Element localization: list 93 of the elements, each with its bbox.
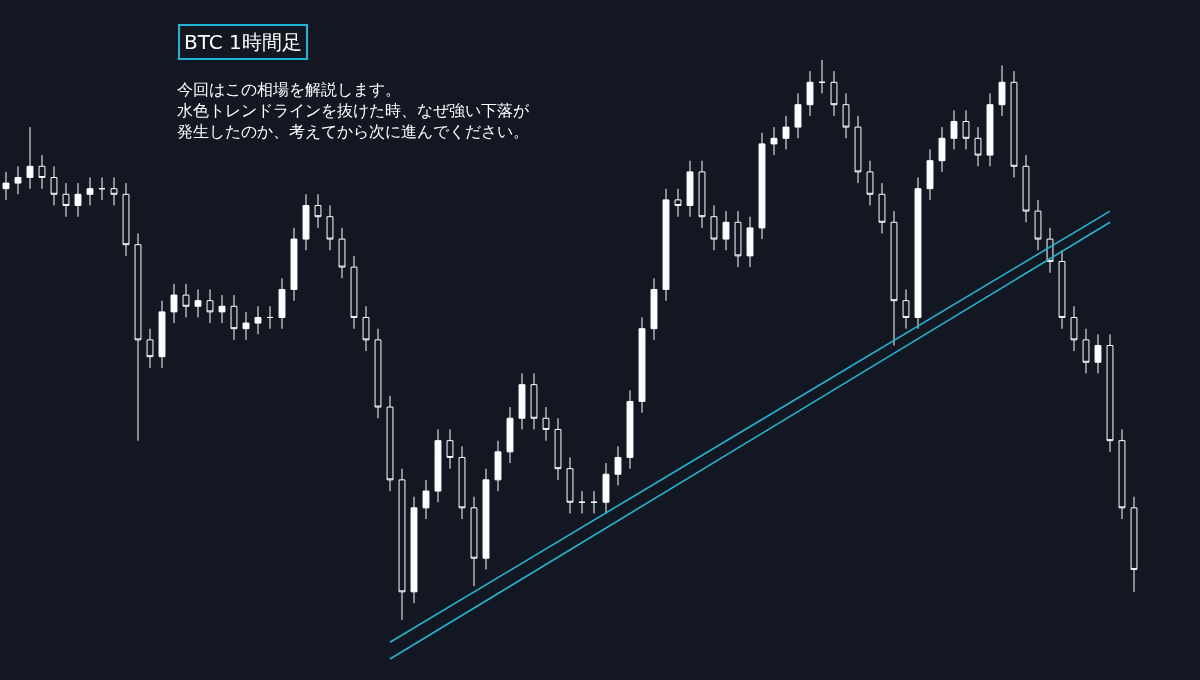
candlestick [734, 210, 742, 268]
candlestick [926, 149, 934, 201]
candlestick [974, 126, 982, 167]
candlestick [602, 462, 610, 514]
chart-title: BTC 1時間足 [184, 30, 302, 54]
candlestick [194, 288, 202, 318]
candlestick [434, 428, 442, 503]
candlestick [674, 188, 682, 218]
candlestick [134, 232, 142, 442]
candlestick [86, 177, 94, 206]
candlestick [482, 468, 490, 570]
candlestick [830, 70, 838, 117]
candlestick [938, 126, 946, 173]
candlestick [170, 283, 178, 324]
annotation: 水色トレンドラインを抜けた時、なぜ強い下落が [177, 101, 530, 120]
candlestick [710, 204, 718, 251]
candlestick [206, 288, 214, 324]
candlestick [338, 227, 346, 279]
candlestick [242, 311, 250, 341]
candlestick [14, 165, 22, 195]
candlestick [362, 305, 370, 352]
candlestick [470, 496, 478, 587]
candlestick [1106, 333, 1114, 453]
candlestick [638, 316, 646, 414]
candlestick [302, 193, 310, 251]
candlestick [1130, 496, 1138, 593]
candlestick [1034, 199, 1042, 251]
candlestick [890, 210, 898, 346]
candlestick [842, 93, 850, 139]
candlestick [446, 428, 454, 470]
candlestick [866, 160, 874, 206]
candlestick [230, 294, 238, 341]
candlestick [698, 160, 706, 229]
candlestick [902, 288, 910, 330]
candlestick [458, 445, 466, 520]
candlestick [1082, 328, 1090, 374]
candlestick [686, 160, 694, 218]
candlestick [998, 65, 1006, 117]
candlestick [758, 132, 766, 240]
candlestick [326, 204, 334, 251]
candlestick [218, 294, 226, 324]
candlestick [770, 126, 778, 156]
candlestick [986, 93, 994, 167]
candlestick [38, 154, 46, 190]
candlestick [146, 328, 154, 369]
candlestick [254, 305, 262, 335]
candlestick [374, 328, 382, 419]
annotation: 今回はこの相場を解説します。 [177, 80, 401, 99]
candlestick [386, 395, 394, 492]
candlestick [350, 255, 358, 330]
candlestick [1070, 305, 1078, 352]
candlestick [962, 109, 970, 150]
candlestick [314, 193, 322, 229]
candlestick [290, 227, 298, 302]
candlestick [182, 283, 190, 318]
candlestick [518, 372, 526, 430]
candlestick [158, 300, 166, 369]
candlestick [722, 210, 730, 251]
candlestick [1010, 70, 1018, 178]
candlestick [506, 406, 514, 464]
candlestick [50, 165, 58, 206]
candlestick [530, 372, 538, 430]
candlestick [278, 277, 286, 330]
candlestick [914, 177, 922, 330]
candlestick [1118, 428, 1126, 520]
candlestick [494, 440, 502, 492]
candlestick [782, 115, 790, 150]
candlestick [554, 417, 562, 481]
candlestick [542, 406, 550, 442]
candlestick [566, 456, 574, 514]
candlestick [398, 468, 406, 621]
candlestick [1094, 333, 1102, 374]
candlestick [626, 389, 634, 470]
candlestick [62, 182, 70, 218]
candlestick [74, 182, 82, 218]
candlestick [878, 182, 886, 234]
candlestick [854, 115, 862, 184]
candlestick [746, 216, 754, 268]
candlestick [614, 445, 622, 486]
candlestick [1022, 154, 1030, 223]
annotation: 発生したのか、考えてから次に進んでください。 [177, 122, 529, 141]
candlestick [422, 479, 430, 520]
candlestick [2, 171, 10, 201]
candlestick [806, 70, 814, 117]
candlestick [122, 182, 130, 257]
candlestick [410, 496, 418, 604]
candlestick [1058, 249, 1066, 330]
candlestick [650, 277, 658, 341]
candlestick [26, 126, 34, 190]
candlestick [950, 109, 958, 150]
candlestick [662, 188, 670, 302]
candlestick [110, 177, 118, 206]
candlestick [794, 93, 802, 139]
